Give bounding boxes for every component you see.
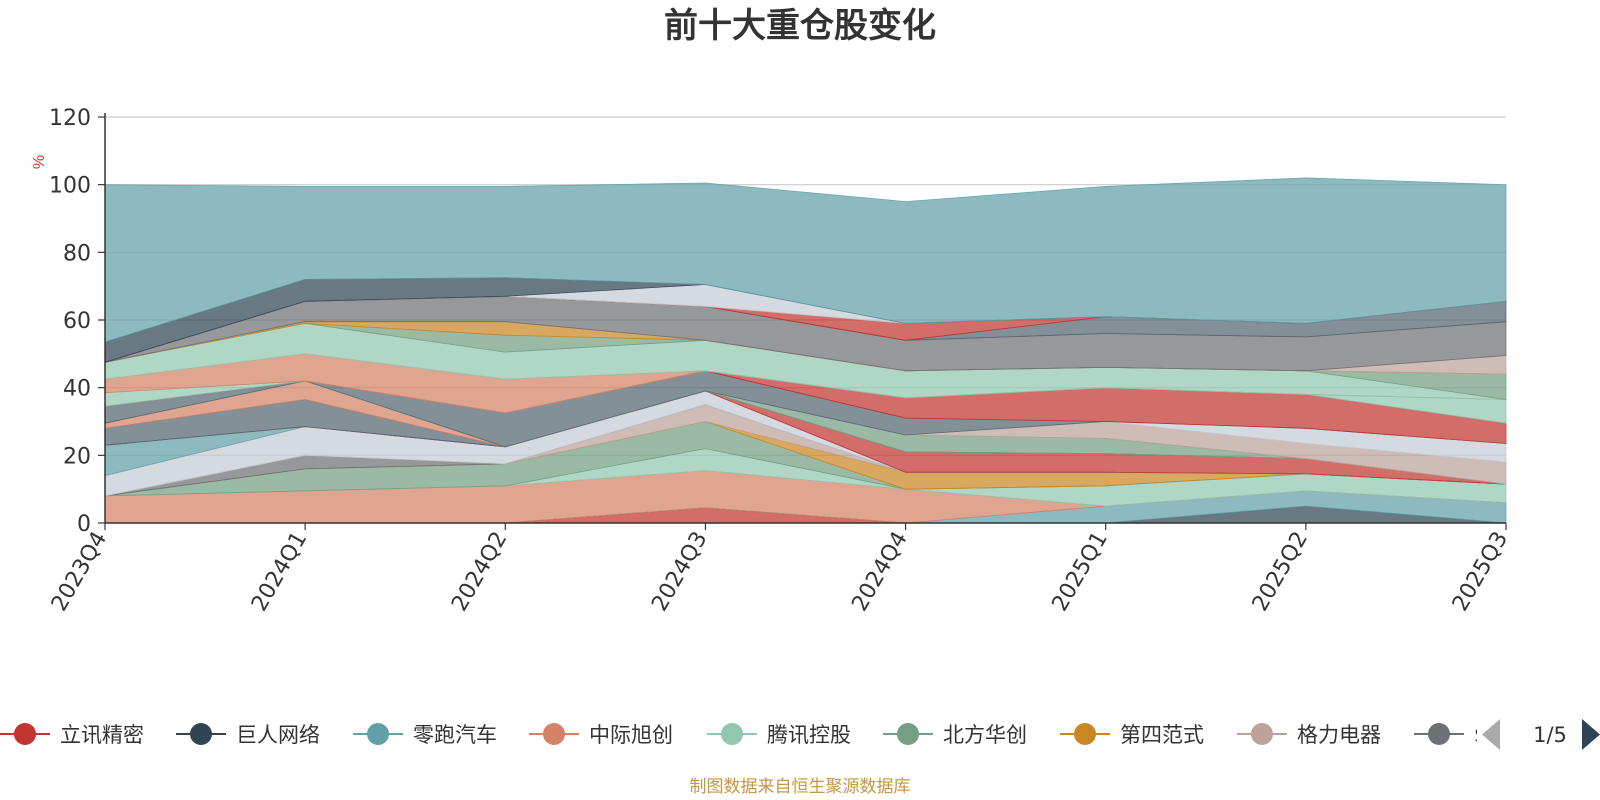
y-tick-label: 40 (63, 377, 91, 402)
x-tick-label: 2024Q2 (447, 528, 512, 616)
legend-marker-icon (14, 723, 36, 745)
legend-marker-icon (897, 723, 919, 745)
legend-marker-icon (543, 723, 565, 745)
x-tick-label: 2025Q2 (1248, 528, 1313, 616)
legend-marker-icon (1428, 723, 1450, 745)
legend-label: 巨人网络 (236, 723, 320, 747)
legend-label: 第四范式 (1120, 723, 1204, 747)
x-tick-label: 2024Q4 (847, 528, 912, 616)
x-tick-label: 2023Q4 (47, 528, 112, 616)
area-series-其他[interactable] (104, 177, 1507, 343)
y-tick-label: 60 (63, 309, 91, 334)
legend-item-腾讯控股[interactable]: 腾讯控股 (707, 723, 851, 747)
legend-item-北方华创[interactable]: 北方华创 (883, 723, 1027, 747)
x-tick-label: 2025Q1 (1048, 528, 1113, 616)
legend-item-巨人网络[interactable]: 巨人网络 (176, 723, 320, 747)
legend-item-$[interactable]: $ (1414, 723, 1487, 747)
legend-label: 中际旭创 (589, 723, 673, 747)
triangle-left-icon[interactable] (1482, 719, 1500, 750)
legend-label: 立讯精密 (60, 723, 144, 747)
legend-marker-icon (1251, 723, 1273, 745)
legend-marker-icon (367, 723, 389, 745)
y-axis-unit-label: % (31, 155, 48, 169)
legend-item-立讯精密[interactable]: 立讯精密 (0, 723, 144, 747)
legend-marker-icon (721, 723, 743, 745)
legend-label: 北方华创 (943, 723, 1027, 747)
data-source-note: 制图数据来自恒生聚源数据库 (689, 777, 911, 797)
legend-label: 零跑汽车 (413, 723, 497, 747)
y-tick-label: 120 (49, 106, 91, 131)
x-tick-label: 2024Q3 (647, 528, 712, 616)
legend-item-中际旭创[interactable]: 中际旭创 (529, 723, 673, 747)
chart-title: 前十大重仓股变化 (664, 6, 936, 46)
legend-item-第四范式[interactable]: 第四范式 (1060, 723, 1204, 747)
legend-label: 格力电器 (1297, 723, 1381, 747)
legend-item-格力电器[interactable]: 格力电器 (1237, 723, 1381, 747)
x-tick-label: 2025Q3 (1448, 528, 1513, 616)
legend-label: 腾讯控股 (767, 723, 851, 747)
y-tick-label: 100 (49, 174, 91, 199)
y-tick-label: 80 (63, 241, 91, 266)
legend-item-零跑汽车[interactable]: 零跑汽车 (353, 723, 497, 747)
legend[interactable]: 立讯精密 巨人网络 零跑汽车 中际旭创 腾讯控股 北方华创 第四范式 格力电器 $1/5 (0, 712, 1600, 758)
triangle-right-icon[interactable] (1582, 719, 1600, 750)
legend-page-indicator: 1/5 (1533, 723, 1567, 747)
legend-marker-icon (190, 723, 212, 745)
legend-marker-icon (1074, 723, 1096, 745)
y-tick-label: 20 (63, 444, 91, 469)
y-tick-label: 0 (77, 512, 91, 537)
x-tick-label: 2024Q1 (247, 528, 312, 616)
area-series-layer (104, 177, 1507, 524)
